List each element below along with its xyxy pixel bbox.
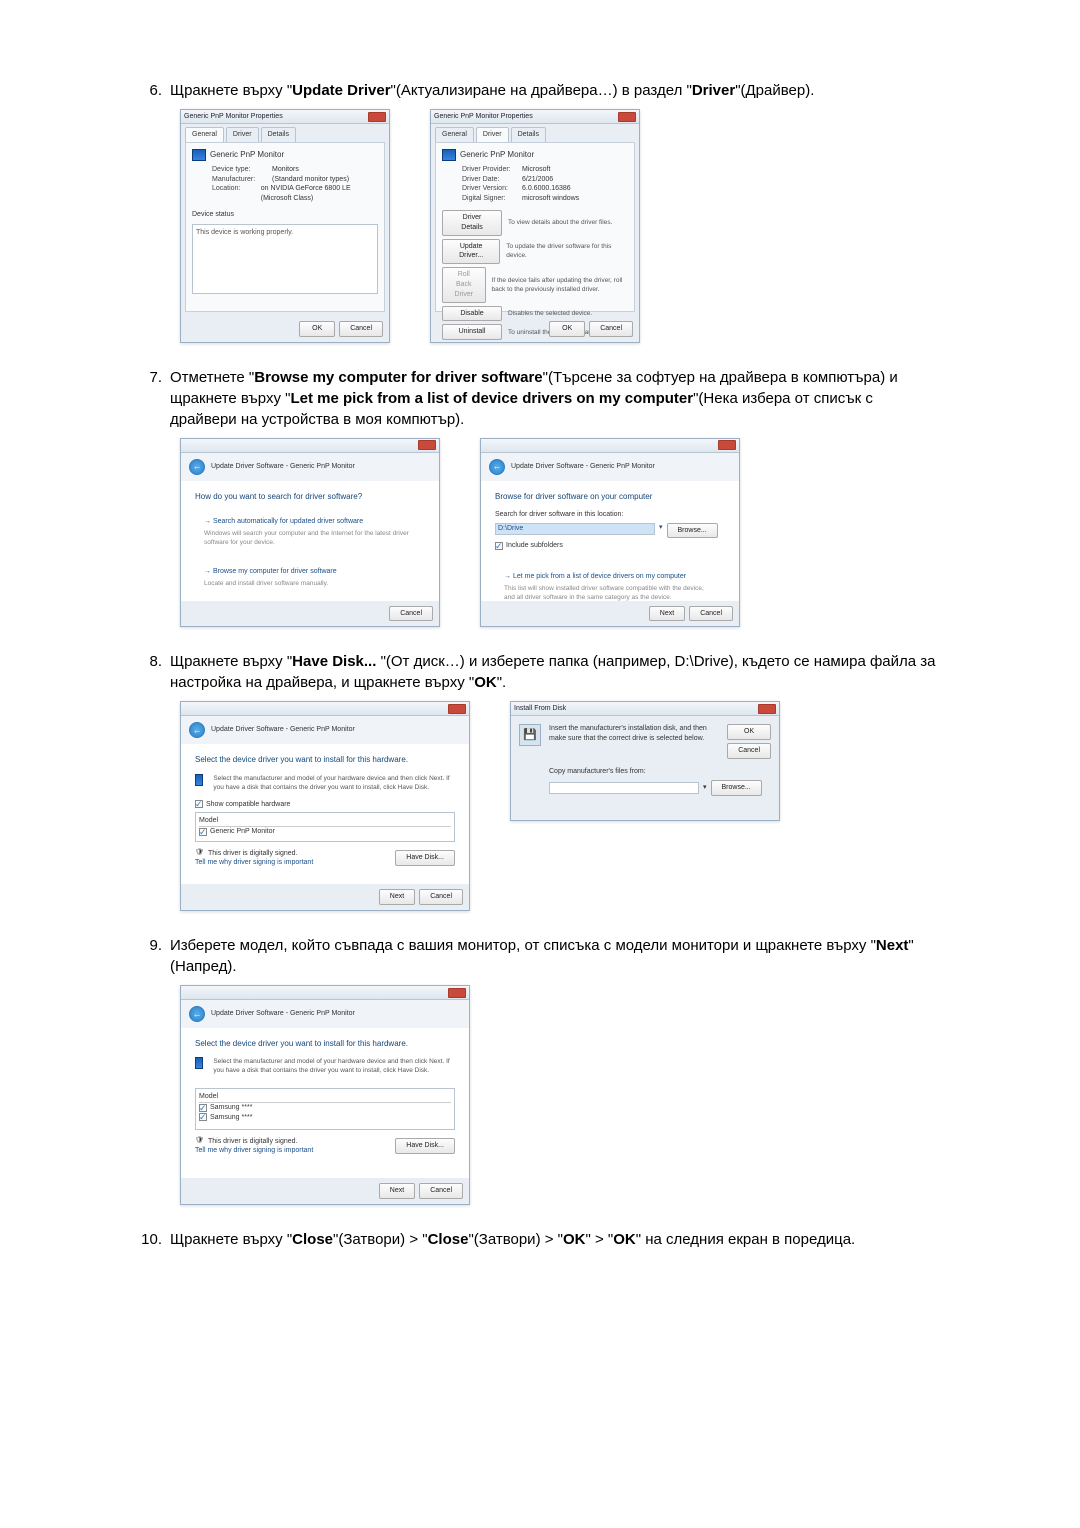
tab-driver[interactable]: Driver <box>226 127 259 142</box>
uninstall-button[interactable]: Uninstall <box>442 324 502 340</box>
signing-link[interactable]: Tell me why driver signing is important <box>195 1146 313 1156</box>
cancel-button[interactable]: Cancel <box>339 321 383 337</box>
ok-button[interactable]: OK <box>299 321 335 337</box>
dialog-install-from-disk: Install From Disk 💾 Insert the manufactu… <box>510 701 780 821</box>
have-disk-button[interactable]: Have Disk... <box>395 1138 455 1154</box>
driver-details-button[interactable]: Driver Details <box>442 210 502 236</box>
cancel-button[interactable]: Cancel <box>389 606 433 622</box>
tab-details[interactable]: Details <box>261 127 296 142</box>
disk-icon: 💾 <box>519 724 541 746</box>
step-text: Изберете модел, който съвпада с вашия мо… <box>170 935 940 977</box>
dialog-wizard-model: ← Update Driver Software - Generic PnP M… <box>180 985 470 1205</box>
path-field[interactable]: D:\Drive <box>495 523 655 535</box>
checkbox-icon[interactable] <box>495 542 503 550</box>
signed-icon <box>199 1104 207 1112</box>
back-icon[interactable]: ← <box>189 459 205 475</box>
tabs: General Driver Details <box>181 124 389 142</box>
close-icon[interactable] <box>758 704 776 714</box>
step-7: 7. Отметнете "Browse my computer for dri… <box>140 367 940 628</box>
ok-button[interactable]: OK <box>549 321 585 337</box>
have-disk-button[interactable]: Have Disk... <box>395 850 455 866</box>
close-icon[interactable] <box>618 112 636 122</box>
ok-button[interactable]: OK <box>727 724 771 740</box>
dialog-properties-driver: Generic PnP Monitor Properties General D… <box>430 109 640 343</box>
back-icon[interactable]: ← <box>189 1006 205 1022</box>
shield-icon: 🛡 <box>195 1136 205 1146</box>
step-text: Щракнете върху "Have Disk... "(От диск…)… <box>170 651 940 693</box>
step-number: 7. <box>140 367 170 388</box>
disable-button[interactable]: Disable <box>442 306 502 322</box>
step-text: Щракнете върху "Close"(Затвори) > "Close… <box>170 1229 940 1250</box>
model-listbox[interactable]: Model Generic PnP Monitor <box>195 812 455 842</box>
close-icon[interactable] <box>718 440 736 450</box>
copy-from-field[interactable] <box>549 782 699 794</box>
shield-icon: 🛡 <box>195 848 205 858</box>
signed-icon <box>199 828 207 836</box>
close-icon[interactable] <box>418 440 436 450</box>
signed-icon <box>199 1113 207 1121</box>
monitor-icon <box>442 149 456 161</box>
next-button[interactable]: Next <box>379 1183 415 1199</box>
cancel-button[interactable]: Cancel <box>689 606 733 622</box>
step-9: 9. Изберете модел, който съвпада с вашия… <box>140 935 940 1205</box>
step-number: 9. <box>140 935 170 956</box>
cancel-button[interactable]: Cancel <box>589 321 633 337</box>
browse-button[interactable]: Browse... <box>711 780 762 796</box>
next-button[interactable]: Next <box>379 889 415 905</box>
dialog-wizard-search: ← Update Driver Software - Generic PnP M… <box>180 438 440 628</box>
tab-general[interactable]: General <box>185 127 224 142</box>
step-6: 6. Щракнете върху "Update Driver"(Актуал… <box>140 80 940 343</box>
signing-link[interactable]: Tell me why driver signing is important <box>195 858 313 868</box>
tabs: General Driver Details <box>431 124 639 142</box>
cancel-button[interactable]: Cancel <box>419 889 463 905</box>
cancel-button[interactable]: Cancel <box>419 1183 463 1199</box>
titlebar: Generic PnP Monitor Properties <box>181 110 389 124</box>
dialog-properties-general: Generic PnP Monitor Properties General D… <box>180 109 390 343</box>
update-driver-button[interactable]: Update Driver... <box>442 239 500 265</box>
back-icon[interactable]: ← <box>489 459 505 475</box>
close-icon[interactable] <box>368 112 386 122</box>
monitor-icon <box>192 149 206 161</box>
dialog-wizard-select: ← Update Driver Software - Generic PnP M… <box>180 701 470 911</box>
close-icon[interactable] <box>448 988 466 998</box>
monitor-icon <box>195 1057 203 1069</box>
rollback-button[interactable]: Roll Back Driver <box>442 267 486 302</box>
step-8: 8. Щракнете върху "Have Disk... "(От дис… <box>140 651 940 911</box>
option-auto-search[interactable]: → Search automatically for updated drive… <box>195 510 425 554</box>
titlebar: Install From Disk <box>511 702 779 716</box>
step-number: 10. <box>140 1229 170 1250</box>
tab-general[interactable]: General <box>435 127 474 142</box>
next-button[interactable]: Next <box>649 606 685 622</box>
step-text: Щракнете върху "Update Driver"(Актуализи… <box>170 80 940 101</box>
tab-driver[interactable]: Driver <box>476 127 509 142</box>
model-listbox[interactable]: Model Samsung **** Samsung **** <box>195 1088 455 1130</box>
step-text: Отметнете "Browse my computer for driver… <box>170 367 940 430</box>
step-number: 8. <box>140 651 170 672</box>
browse-button[interactable]: Browse... <box>667 523 718 539</box>
step-number: 6. <box>140 80 170 101</box>
tab-details[interactable]: Details <box>511 127 546 142</box>
option-browse[interactable]: → Browse my computer for driver software… <box>195 560 425 595</box>
step-10: 10. Щракнете върху "Close"(Затвори) > "C… <box>140 1229 940 1250</box>
close-icon[interactable] <box>448 704 466 714</box>
document-page: 6. Щракнете върху "Update Driver"(Актуал… <box>0 0 1080 1314</box>
status-box: This device is working properly. <box>192 224 378 294</box>
dialog-wizard-browse: ← Update Driver Software - Generic PnP M… <box>480 438 740 628</box>
checkbox-icon[interactable] <box>195 800 203 808</box>
cancel-button[interactable]: Cancel <box>727 743 771 759</box>
titlebar: Generic PnP Monitor Properties <box>431 110 639 124</box>
back-icon[interactable]: ← <box>189 722 205 738</box>
monitor-icon <box>195 774 203 786</box>
